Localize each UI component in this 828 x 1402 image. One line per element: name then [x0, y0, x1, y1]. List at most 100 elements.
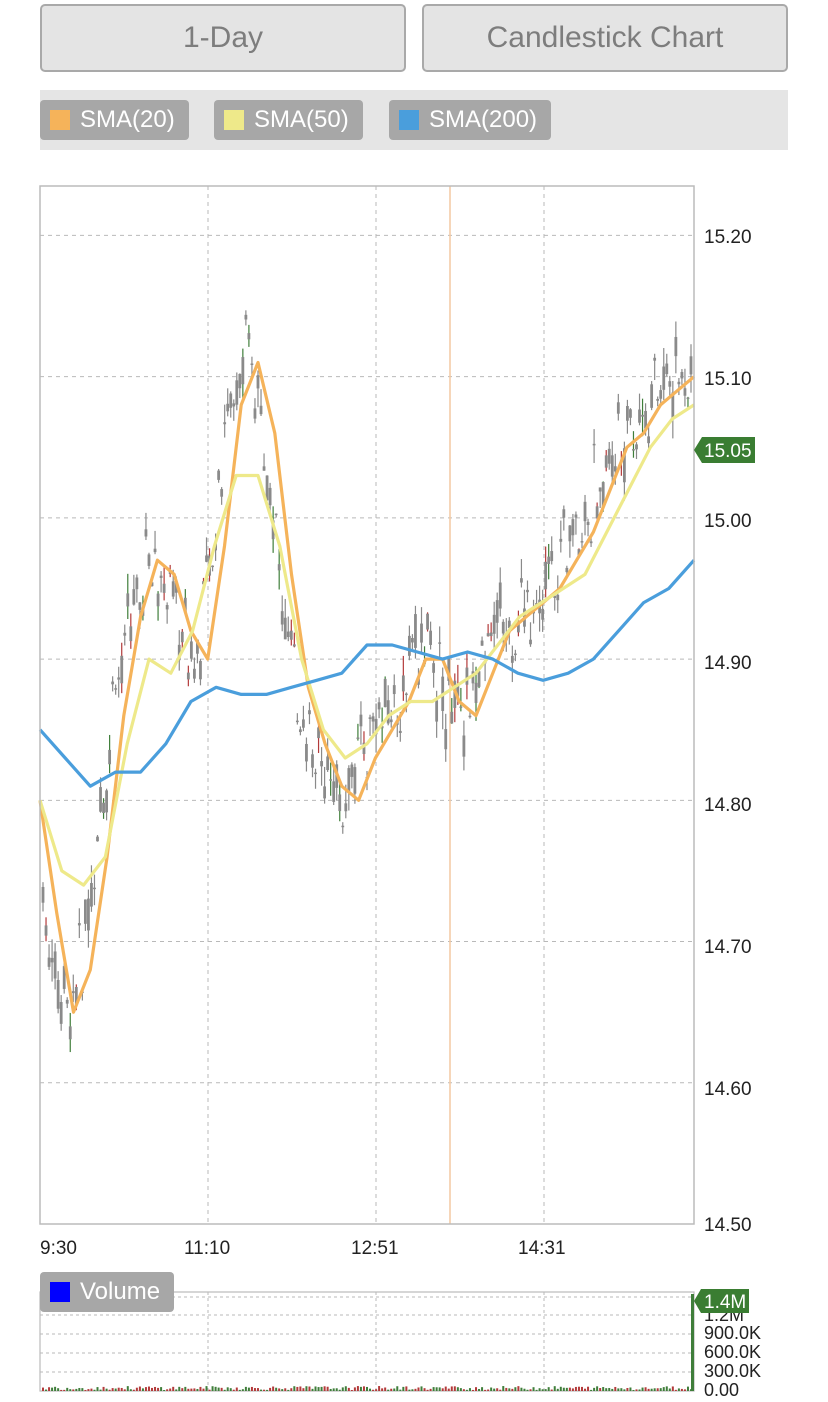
volume-bar	[54, 1386, 57, 1391]
last-price-badge: 15.05	[694, 437, 755, 463]
candle-body	[477, 671, 481, 687]
volume-bar	[329, 1388, 332, 1391]
volume-bar	[93, 1389, 96, 1391]
volume-bar	[90, 1388, 93, 1391]
candle-body	[435, 700, 439, 722]
candle-body	[498, 582, 502, 609]
sma20-legend-chip[interactable]: SMA(20)	[40, 100, 189, 140]
candle-body	[595, 506, 599, 519]
candle-body	[465, 667, 469, 685]
volume-bar	[147, 1386, 150, 1391]
volume-bar	[653, 1388, 656, 1391]
volume-bar	[157, 1387, 160, 1391]
candle-body	[129, 626, 133, 642]
volume-bar	[335, 1388, 338, 1391]
candle-body	[83, 899, 87, 924]
candle-body	[223, 422, 227, 425]
volume-bar	[293, 1386, 296, 1391]
volume-bar	[326, 1386, 329, 1391]
candle-body	[411, 637, 414, 643]
volume-bar	[344, 1386, 347, 1391]
candle-body	[238, 373, 242, 389]
sma200-swatch	[399, 110, 419, 130]
sma50-line	[38, 403, 695, 887]
volume-bar	[123, 1389, 126, 1391]
candle-body	[665, 363, 669, 375]
candle-body	[250, 363, 254, 365]
volume-bar	[187, 1388, 190, 1391]
volume-bar	[426, 1389, 429, 1391]
candle-body	[256, 375, 260, 389]
volume-bar	[626, 1387, 629, 1391]
candle-body	[93, 887, 96, 890]
candle-body	[453, 680, 457, 708]
volume-bar	[523, 1388, 526, 1391]
candle-body	[683, 388, 687, 396]
volume-bar	[45, 1389, 48, 1391]
volume-bar	[144, 1387, 147, 1391]
candle-body	[468, 715, 472, 718]
volume-bar	[263, 1389, 266, 1391]
volume-bar	[87, 1389, 90, 1391]
volume-bar	[620, 1388, 623, 1391]
candle-body	[283, 617, 287, 640]
candle-body	[335, 764, 339, 788]
candle-body	[638, 409, 641, 423]
candle-body	[141, 608, 145, 616]
volume-bar	[568, 1387, 571, 1391]
volume-bar	[538, 1388, 541, 1391]
y-tick-label: 14.50	[704, 1215, 752, 1236]
volume-bar	[590, 1389, 593, 1391]
candle-body	[268, 487, 272, 506]
volume-bar	[269, 1387, 272, 1391]
sma50-legend-chip[interactable]: SMA(50)	[214, 100, 363, 140]
volume-bar	[587, 1386, 590, 1391]
chart-type-selector-button[interactable]: Candlestick Chart	[422, 4, 788, 72]
sma200-legend-chip[interactable]: SMA(200)	[389, 100, 552, 140]
volume-bar	[260, 1389, 263, 1391]
volume-y-tick-label: 0.00	[704, 1380, 739, 1400]
candle-body	[323, 786, 327, 799]
volume-legend-chip[interactable]: Volume	[40, 1272, 175, 1312]
candle-body	[314, 772, 317, 775]
volume-bar	[296, 1386, 299, 1391]
volume-bar	[138, 1386, 141, 1391]
candle-body	[401, 675, 405, 692]
volume-bar	[223, 1389, 226, 1391]
volume-bar	[468, 1388, 471, 1391]
candle-body	[147, 554, 151, 566]
volume-bar	[493, 1388, 496, 1391]
candle-body	[365, 776, 369, 779]
sma50-swatch	[224, 110, 244, 130]
candle-body	[420, 623, 423, 643]
volume-bar	[253, 1388, 256, 1391]
volume-bar	[63, 1389, 66, 1391]
volume-bar	[632, 1389, 635, 1391]
volume-bar	[378, 1386, 381, 1391]
volume-bar	[314, 1386, 317, 1391]
volume-bar	[160, 1387, 163, 1391]
volume-bar	[441, 1388, 444, 1391]
candle-body	[544, 561, 548, 590]
candle-body	[362, 742, 366, 755]
volume-bar	[42, 1387, 44, 1391]
volume-bar	[556, 1388, 559, 1391]
volume-bar	[399, 1389, 402, 1391]
volume-bar	[608, 1387, 611, 1391]
volume-bar	[611, 1388, 614, 1391]
y-tick-label: 15.10	[704, 369, 752, 390]
candle-body	[71, 991, 75, 994]
candle-body	[389, 719, 393, 723]
volume-bar	[184, 1386, 187, 1391]
candle-body	[532, 609, 535, 614]
candle-body	[159, 575, 163, 578]
candle-body	[495, 600, 499, 623]
candle-body	[471, 671, 475, 684]
candle-body	[353, 767, 357, 794]
volume-bar	[677, 1388, 680, 1391]
candle-body	[438, 642, 442, 644]
volume-bar	[232, 1389, 235, 1391]
period-selector-button[interactable]: 1-Day	[40, 4, 406, 72]
candle-body	[120, 655, 124, 684]
